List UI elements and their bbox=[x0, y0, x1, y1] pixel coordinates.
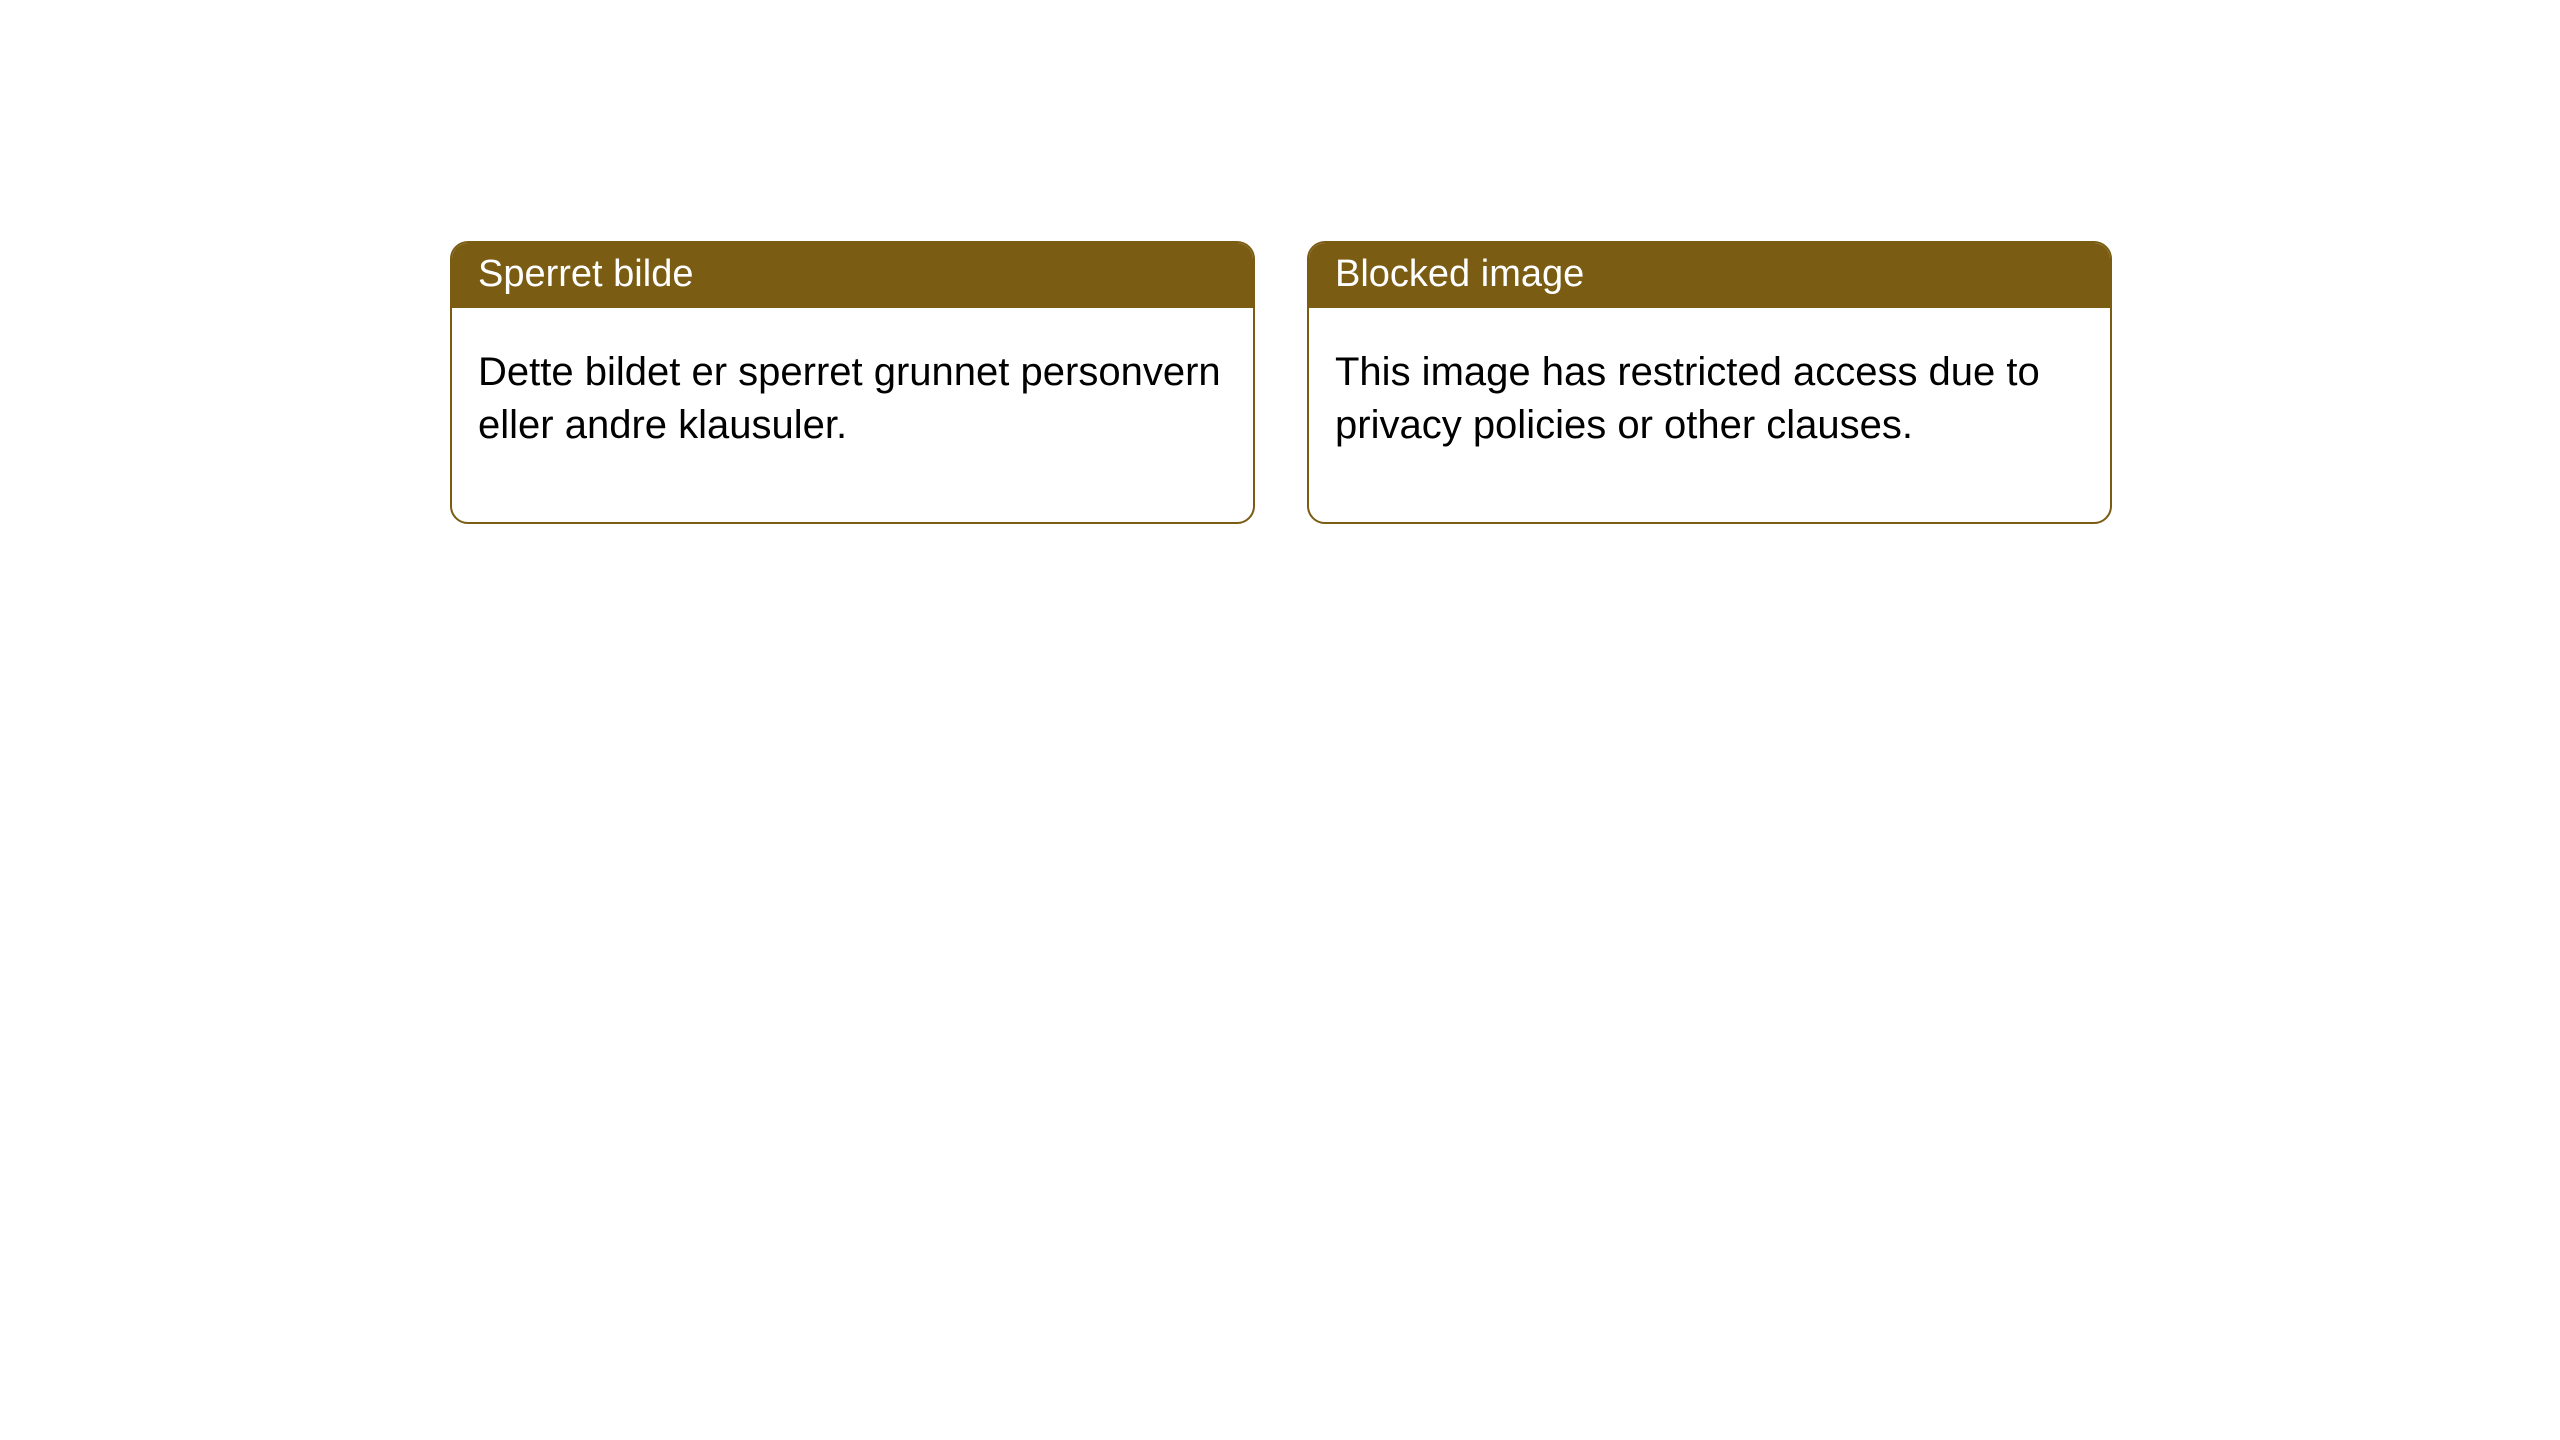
card-header: Blocked image bbox=[1309, 243, 2110, 308]
card-body: This image has restricted access due to … bbox=[1309, 308, 2110, 522]
blocked-image-card-en: Blocked image This image has restricted … bbox=[1307, 241, 2112, 524]
card-body-text: This image has restricted access due to … bbox=[1335, 350, 2040, 447]
card-body-text: Dette bildet er sperret grunnet personve… bbox=[478, 350, 1221, 447]
card-header-text: Sperret bilde bbox=[478, 253, 693, 295]
notice-container: Sperret bilde Dette bildet er sperret gr… bbox=[0, 0, 2560, 524]
card-header-text: Blocked image bbox=[1335, 253, 1584, 295]
card-body: Dette bildet er sperret grunnet personve… bbox=[452, 308, 1253, 522]
card-header: Sperret bilde bbox=[452, 243, 1253, 308]
blocked-image-card-no: Sperret bilde Dette bildet er sperret gr… bbox=[450, 241, 1255, 524]
